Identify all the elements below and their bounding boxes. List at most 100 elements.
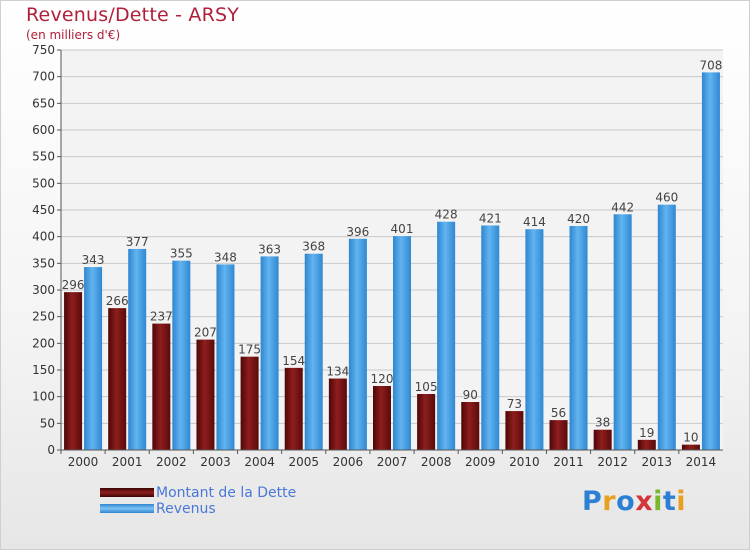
bar-revenue-2011 (569, 226, 588, 450)
y-tick-label: 100 (32, 390, 55, 404)
bar-debt-2011 (549, 420, 568, 450)
x-tick-label: 2011 (553, 455, 584, 469)
bar-debt-2000 (64, 292, 83, 450)
data-label-revenue: 414 (523, 215, 546, 229)
data-label-debt: 175 (238, 343, 261, 357)
x-tick-label: 2007 (377, 455, 408, 469)
chart-title: Revenus/Dette - ARSY (26, 4, 240, 26)
y-tick-label: 150 (32, 363, 55, 377)
x-tick-label: 2005 (288, 455, 319, 469)
y-tick-label: 350 (32, 256, 55, 270)
bar-revenue-2014 (701, 72, 720, 451)
bar-debt-2001 (108, 308, 127, 450)
bar-revenue-2003 (216, 264, 235, 450)
bar-debt-2005 (284, 367, 303, 450)
y-tick-label: 300 (32, 283, 55, 297)
x-tick-label: 2002 (156, 455, 187, 469)
logo-letter: P (582, 486, 603, 517)
data-label-debt: 237 (150, 310, 173, 324)
chart-subtitle: (en milliers d'€) (26, 28, 121, 42)
y-tick-label: 500 (32, 176, 55, 190)
bar-revenue-2001 (128, 248, 147, 450)
x-tick-label: 2010 (509, 455, 540, 469)
bar-debt-2003 (196, 339, 215, 450)
data-label-debt: 10 (683, 431, 698, 445)
y-tick-label: 450 (32, 203, 55, 217)
data-label-revenue: 442 (611, 200, 634, 214)
bar-revenue-2010 (525, 229, 544, 450)
data-label-revenue: 428 (435, 208, 458, 222)
data-label-revenue: 421 (479, 211, 502, 225)
legend-label-revenue: Revenus (156, 501, 216, 517)
bar-revenue-2005 (304, 253, 323, 450)
y-tick-label: 0 (47, 443, 55, 457)
bar-debt-2009 (461, 402, 480, 450)
x-tick-label: 2008 (421, 455, 452, 469)
proxiti-logo: Proxiti (582, 486, 686, 517)
data-label-revenue: 363 (258, 242, 281, 256)
bar-debt-2006 (328, 378, 347, 450)
data-label-revenue: 343 (82, 253, 105, 267)
data-label-revenue: 355 (170, 247, 193, 261)
x-tick-label: 2012 (597, 455, 628, 469)
data-label-revenue: 420 (567, 212, 590, 226)
data-label-debt: 207 (194, 326, 217, 340)
data-label-revenue: 401 (391, 222, 414, 236)
plot-area (61, 50, 723, 450)
data-label-debt: 73 (507, 397, 522, 411)
y-tick-label: 550 (32, 150, 55, 164)
x-tick-label: 2009 (465, 455, 496, 469)
logo-letter: x (635, 486, 654, 517)
y-tick-label: 650 (32, 96, 55, 110)
data-label-revenue: 377 (126, 235, 149, 249)
bar-revenue-2013 (657, 204, 676, 450)
data-label-debt: 134 (326, 365, 349, 379)
bar-debt-2012 (593, 429, 612, 450)
data-label-debt: 120 (371, 372, 394, 386)
bar-debt-2010 (505, 411, 524, 450)
data-label-revenue: 708 (699, 58, 722, 72)
data-label-revenue: 396 (346, 225, 369, 239)
legend-label-debt: Montant de la Dette (156, 485, 297, 501)
bar-revenue-2007 (393, 236, 411, 450)
bar-revenue-2004 (260, 256, 279, 450)
data-label-debt: 296 (62, 278, 85, 292)
data-label-debt: 56 (551, 406, 566, 420)
x-tick-label: 2013 (642, 455, 673, 469)
data-label-debt: 38 (595, 416, 610, 430)
data-label-debt: 90 (463, 388, 478, 402)
data-label-debt: 266 (106, 294, 129, 308)
bar-debt-2014 (681, 444, 700, 450)
y-tick-label: 50 (40, 416, 55, 430)
legend-swatch-debt (100, 488, 154, 497)
data-label-revenue: 460 (655, 191, 678, 205)
y-tick-label: 750 (32, 43, 55, 57)
y-tick-label: 200 (32, 336, 55, 350)
x-tick-label: 2003 (200, 455, 231, 469)
bar-revenue-2006 (348, 238, 367, 450)
data-label-debt: 105 (415, 380, 438, 394)
data-label-debt: 19 (639, 426, 654, 440)
bar-revenue-2008 (437, 221, 456, 450)
data-label-debt: 154 (282, 354, 305, 368)
data-label-revenue: 348 (214, 250, 237, 264)
x-tick-label: 2001 (112, 455, 143, 469)
bar-debt-2008 (417, 394, 436, 450)
logo-letter: r (602, 486, 617, 517)
bar-revenue-2012 (613, 214, 632, 450)
y-tick-label: 250 (32, 310, 55, 324)
bar-revenue-2002 (172, 260, 191, 450)
x-tick-label: 2000 (68, 455, 99, 469)
logo-letter: o (616, 486, 636, 517)
legend-swatch-revenue (100, 504, 154, 513)
logo-letter: t (662, 486, 677, 517)
x-tick-label: 2004 (244, 455, 275, 469)
x-tick-label: 2014 (686, 455, 717, 469)
bar-debt-2002 (152, 323, 171, 450)
logo-letter: i (653, 486, 663, 517)
y-tick-label: 400 (32, 230, 55, 244)
bar-debt-2007 (373, 386, 391, 450)
bar-debt-2004 (240, 356, 259, 450)
bar-revenue-2009 (481, 225, 500, 450)
